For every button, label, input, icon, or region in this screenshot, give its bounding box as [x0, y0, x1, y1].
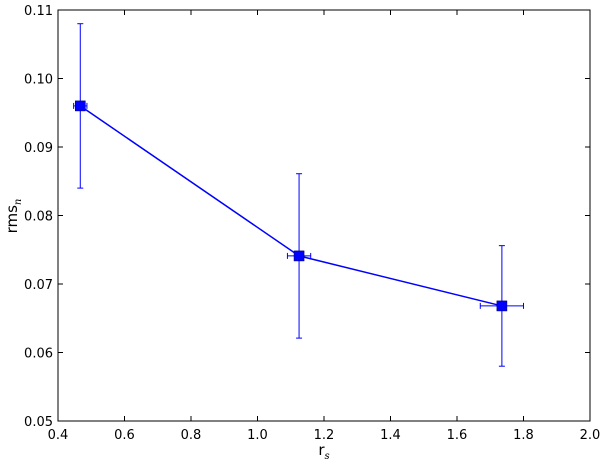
x-tick-label: 1.6	[447, 428, 468, 443]
y-axis-label-main: rms	[3, 205, 21, 234]
x-tick-label: 0.4	[48, 428, 69, 443]
x-tick-label: 1.0	[247, 428, 268, 443]
y-tick-label: 0.08	[24, 210, 53, 225]
ticks: 0.4 0.6 0.8 1.0 1.2 1.4 1.6 1.8 2.0 0.05 0.06 0.07 0…	[24, 4, 600, 443]
y-tick-label: 0.07	[24, 278, 53, 293]
data-point-marker	[74, 100, 86, 112]
y-axis-label-subscript: n	[13, 199, 24, 205]
x-tick-label: 0.8	[181, 428, 202, 443]
x-tick-label: 1.2	[314, 428, 335, 443]
data-point-marker	[496, 300, 508, 312]
y-tick-label: 0.09	[24, 141, 53, 156]
x-axis-label-main: r	[318, 441, 325, 459]
y-tick-label: 0.11	[24, 4, 53, 19]
x-axis-label-subscript: s	[325, 451, 330, 462]
y-tick-label: 0.06	[24, 347, 53, 362]
x-axis-label: rs	[318, 441, 329, 462]
y-tick-label: 0.05	[24, 415, 53, 430]
plot-area	[57, 9, 591, 422]
series	[73, 23, 524, 367]
data-point-marker	[293, 250, 305, 262]
x-tick-label: 2.0	[580, 428, 600, 443]
y-axis-label: rmsn	[3, 199, 24, 234]
x-tick-label: 1.4	[380, 428, 401, 443]
x-tick-label: 1.8	[513, 428, 534, 443]
x-tick-label: 0.6	[114, 428, 135, 443]
y-tick-label: 0.10	[24, 73, 53, 88]
